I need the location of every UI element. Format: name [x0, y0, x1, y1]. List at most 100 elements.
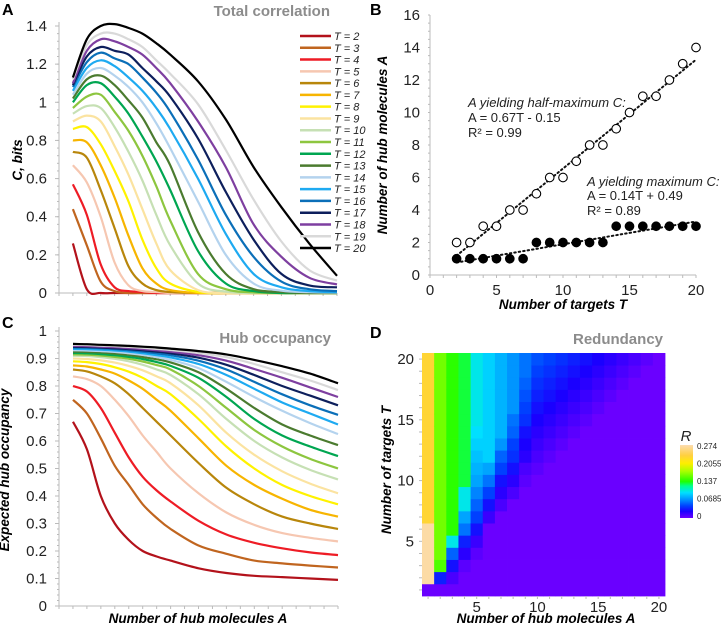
heatmap-cell	[604, 413, 617, 427]
heatmap-cell	[494, 583, 508, 597]
open-point	[571, 156, 582, 167]
heatmap-cell	[628, 353, 642, 366]
legend-label: T = 7	[334, 90, 360, 102]
colorbar-tick-label: 0.137	[697, 477, 718, 486]
heatmap-cell	[507, 523, 520, 536]
heatmap-cell	[616, 547, 629, 560]
heatmap-cell	[652, 510, 666, 524]
heatmap-cell	[494, 523, 508, 536]
heatmap-cell	[592, 510, 605, 524]
heatmap-cell	[567, 510, 581, 524]
heatmap-cell	[494, 389, 508, 402]
heatmap-cell	[458, 462, 471, 475]
heatmap-cell	[555, 474, 569, 488]
heatmap-cell	[482, 583, 496, 597]
heatmap-cell	[470, 438, 484, 451]
open-point	[478, 221, 489, 232]
open-point	[691, 42, 701, 53]
heatmap-cell	[616, 583, 629, 597]
heatmap-cell	[422, 450, 435, 463]
heatmap-cell	[604, 498, 617, 512]
annotation-max-equation: A = 0.14T + 0.49	[587, 188, 683, 203]
heatmap-cell	[519, 389, 532, 402]
filled-point	[558, 237, 568, 248]
filled-point	[478, 253, 489, 264]
heatmap-cell	[555, 510, 569, 524]
heatmap-cell	[604, 462, 617, 475]
filled-point	[465, 253, 475, 264]
y-tick-label: 0.7	[26, 406, 47, 423]
heatmap-cell	[567, 401, 581, 415]
series-line-T2	[72, 421, 339, 581]
heatmap-cell	[482, 571, 496, 585]
heatmap-cell	[470, 486, 484, 500]
heatmap-cell	[519, 510, 532, 524]
heatmap-cell	[519, 462, 532, 475]
heatmap-cell	[567, 389, 581, 402]
heatmap-cell	[531, 486, 544, 500]
heatmap-cell	[470, 523, 484, 536]
heatmap-cell	[592, 450, 605, 463]
heatmap-cell	[652, 438, 666, 451]
heatmap-cell	[507, 486, 520, 500]
heatmap-cell	[604, 353, 617, 366]
heatmap-cell	[458, 438, 471, 451]
x-tick-label: 10	[555, 282, 572, 299]
filled-point	[624, 221, 635, 232]
heatmap-cell	[616, 486, 629, 500]
heatmap-cell	[604, 559, 617, 573]
heatmap-cell	[543, 413, 557, 427]
heatmap-cell	[422, 413, 435, 427]
heatmap-cell	[494, 498, 508, 512]
heatmap-cell	[592, 559, 605, 573]
heatmap-cell	[628, 523, 642, 536]
heatmap-cell	[616, 377, 629, 390]
heatmap-cell	[446, 377, 459, 390]
heatmap-cell	[616, 389, 629, 402]
legend-label: T = 15	[334, 184, 366, 196]
heatmap-cell	[652, 583, 666, 597]
series-line-T7	[72, 364, 339, 518]
heatmap-cell	[652, 559, 666, 573]
heatmap-cell	[604, 547, 617, 560]
panel-label-c: C	[2, 315, 14, 332]
legend-label: T = 20	[334, 243, 366, 255]
heatmap-cell	[640, 510, 654, 524]
legend-label: T = 19	[334, 231, 366, 243]
heatmap-cell	[640, 389, 654, 402]
y-tick-label: 0	[412, 267, 420, 284]
heatmap-cell	[652, 389, 666, 402]
heatmap-cell	[543, 401, 557, 415]
heatmap-cell	[579, 413, 593, 427]
heatmap-cell	[567, 571, 581, 585]
heatmap-cell	[628, 425, 642, 439]
heatmap-cell	[567, 377, 581, 390]
heatmap-cell	[494, 547, 508, 560]
heatmap-cell	[470, 389, 484, 402]
panel-c-plot: 0 0.1 0.2 0.3 0.4 0.5 0.6 0.7 0.8 0.9 1	[26, 323, 339, 615]
heatmap-cell	[507, 450, 520, 463]
y-tick-label: 8	[412, 137, 420, 154]
colorbar-tick-label: 0	[697, 512, 702, 521]
heatmap-cell	[555, 462, 569, 475]
heatmap-cell	[543, 450, 557, 463]
heatmap-cell	[507, 413, 520, 427]
heatmap-cell	[470, 583, 484, 597]
heatmap-cell	[604, 401, 617, 415]
heatmap-cell	[482, 377, 496, 390]
heatmap-cell	[543, 510, 557, 524]
heatmap-cell	[640, 535, 654, 548]
filled-point	[637, 221, 648, 232]
heatmap-cell	[458, 425, 471, 439]
heatmap-cell	[543, 523, 557, 536]
heatmap-cell	[592, 438, 605, 451]
filled-point	[584, 237, 595, 248]
heatmap-cell	[519, 571, 532, 585]
heatmap-cell	[604, 450, 617, 463]
panel-b: B Number of hub molecules A Number of ta…	[370, 2, 720, 312]
heatmap-cell	[422, 353, 435, 366]
heatmap-cell	[652, 498, 666, 512]
heatmap-cell	[470, 547, 484, 560]
panel-d: D Redundancy Number of targets T Number …	[370, 325, 721, 626]
heatmap-cell	[422, 510, 435, 524]
